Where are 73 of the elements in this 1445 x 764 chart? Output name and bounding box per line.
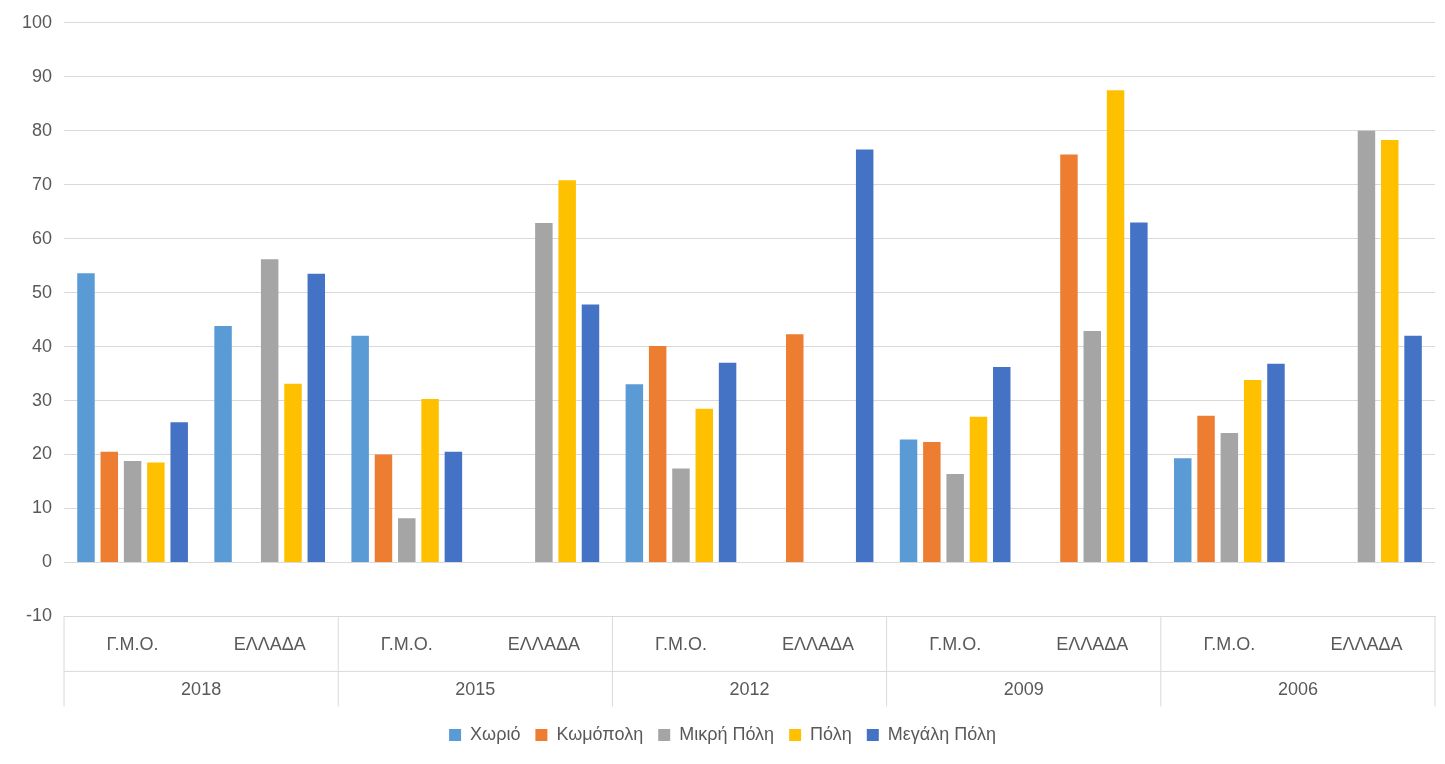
bar: [307, 273, 326, 562]
x-tick-label: Γ.Μ.Ο.: [1203, 634, 1256, 655]
legend-label: Χωριό: [470, 723, 521, 744]
bar: [1130, 222, 1148, 562]
bar: [1197, 415, 1215, 562]
legend-label: Μικρή Πόλη: [679, 723, 775, 744]
bar: [1243, 380, 1262, 562]
x-tick-label: ΕΛΛΑΔΑ: [233, 634, 306, 655]
bar: [100, 451, 119, 562]
bar: [1357, 130, 1376, 562]
bar: [695, 408, 714, 562]
bar: [1267, 363, 1285, 562]
bar: [969, 416, 988, 562]
bar: [77, 273, 95, 562]
bar: [558, 180, 576, 562]
legend-label: Μεγάλη Πόλη: [887, 723, 996, 744]
y-tick-label: 80: [32, 119, 53, 140]
x-tick-label: Γ.Μ.Ο.: [106, 634, 159, 655]
text: 2018: [181, 679, 222, 700]
bar: [625, 384, 644, 562]
bar: [260, 259, 279, 562]
x-tick-label: ΕΛΛΑΔΑ: [1330, 634, 1403, 655]
x-tick-label: ΕΛΛΑΔΑ: [1056, 634, 1129, 655]
bar: [1060, 154, 1078, 562]
y-tick-label: 50: [32, 281, 53, 302]
y-tick-label: 70: [32, 173, 53, 194]
bar: [421, 398, 439, 562]
text: 2009: [1003, 679, 1044, 700]
bar: [535, 223, 553, 562]
x-tick-label: ΕΛΛΑΔΑ: [507, 634, 580, 655]
bar: [1106, 90, 1125, 562]
bar: [1381, 139, 1399, 562]
y-tick-label: -10: [26, 605, 53, 626]
text: 2012: [729, 679, 770, 700]
bar: [444, 451, 463, 562]
bar: [899, 439, 918, 562]
x-tick-label: Γ.Μ.Ο.: [380, 634, 433, 655]
bar: [581, 304, 600, 562]
bar: [1174, 458, 1192, 562]
bar: [648, 346, 667, 562]
bar: [946, 473, 964, 562]
y-tick-label: 10: [32, 497, 53, 518]
y-tick-label: 20: [32, 443, 53, 464]
y-tick-label: 60: [32, 227, 53, 248]
bar: [170, 422, 188, 562]
bar: [284, 383, 302, 562]
bar: [993, 367, 1011, 562]
y-tick-label: 30: [32, 389, 53, 410]
y-tick-label: 40: [32, 335, 53, 356]
bar: [718, 362, 737, 562]
bar: [1083, 330, 1101, 562]
y-tick-label: 100: [21, 11, 53, 32]
text: 2015: [455, 679, 496, 700]
bar: [398, 518, 416, 562]
bar: [351, 335, 369, 562]
bar: [374, 454, 393, 562]
bar: [923, 442, 941, 562]
x-tick-label: Γ.Μ.Ο.: [655, 634, 707, 655]
x-tick-label: ΕΛΛΑΔΑ: [782, 634, 855, 655]
bar: [214, 326, 232, 562]
bar: [147, 462, 165, 562]
legend-label: Κωμόπολη: [556, 723, 644, 744]
x-tick-label: Γ.Μ.Ο.: [929, 634, 982, 655]
text: 2006: [1277, 679, 1318, 700]
bar: [786, 334, 804, 562]
bar: [123, 460, 142, 562]
legend-label: Πόλη: [810, 723, 852, 744]
bar: [1404, 335, 1422, 562]
y-tick-label: 90: [32, 65, 53, 86]
bar: [672, 468, 690, 562]
bar: [855, 149, 874, 562]
bar: [1220, 432, 1239, 562]
y-tick-label: 0: [42, 551, 53, 572]
